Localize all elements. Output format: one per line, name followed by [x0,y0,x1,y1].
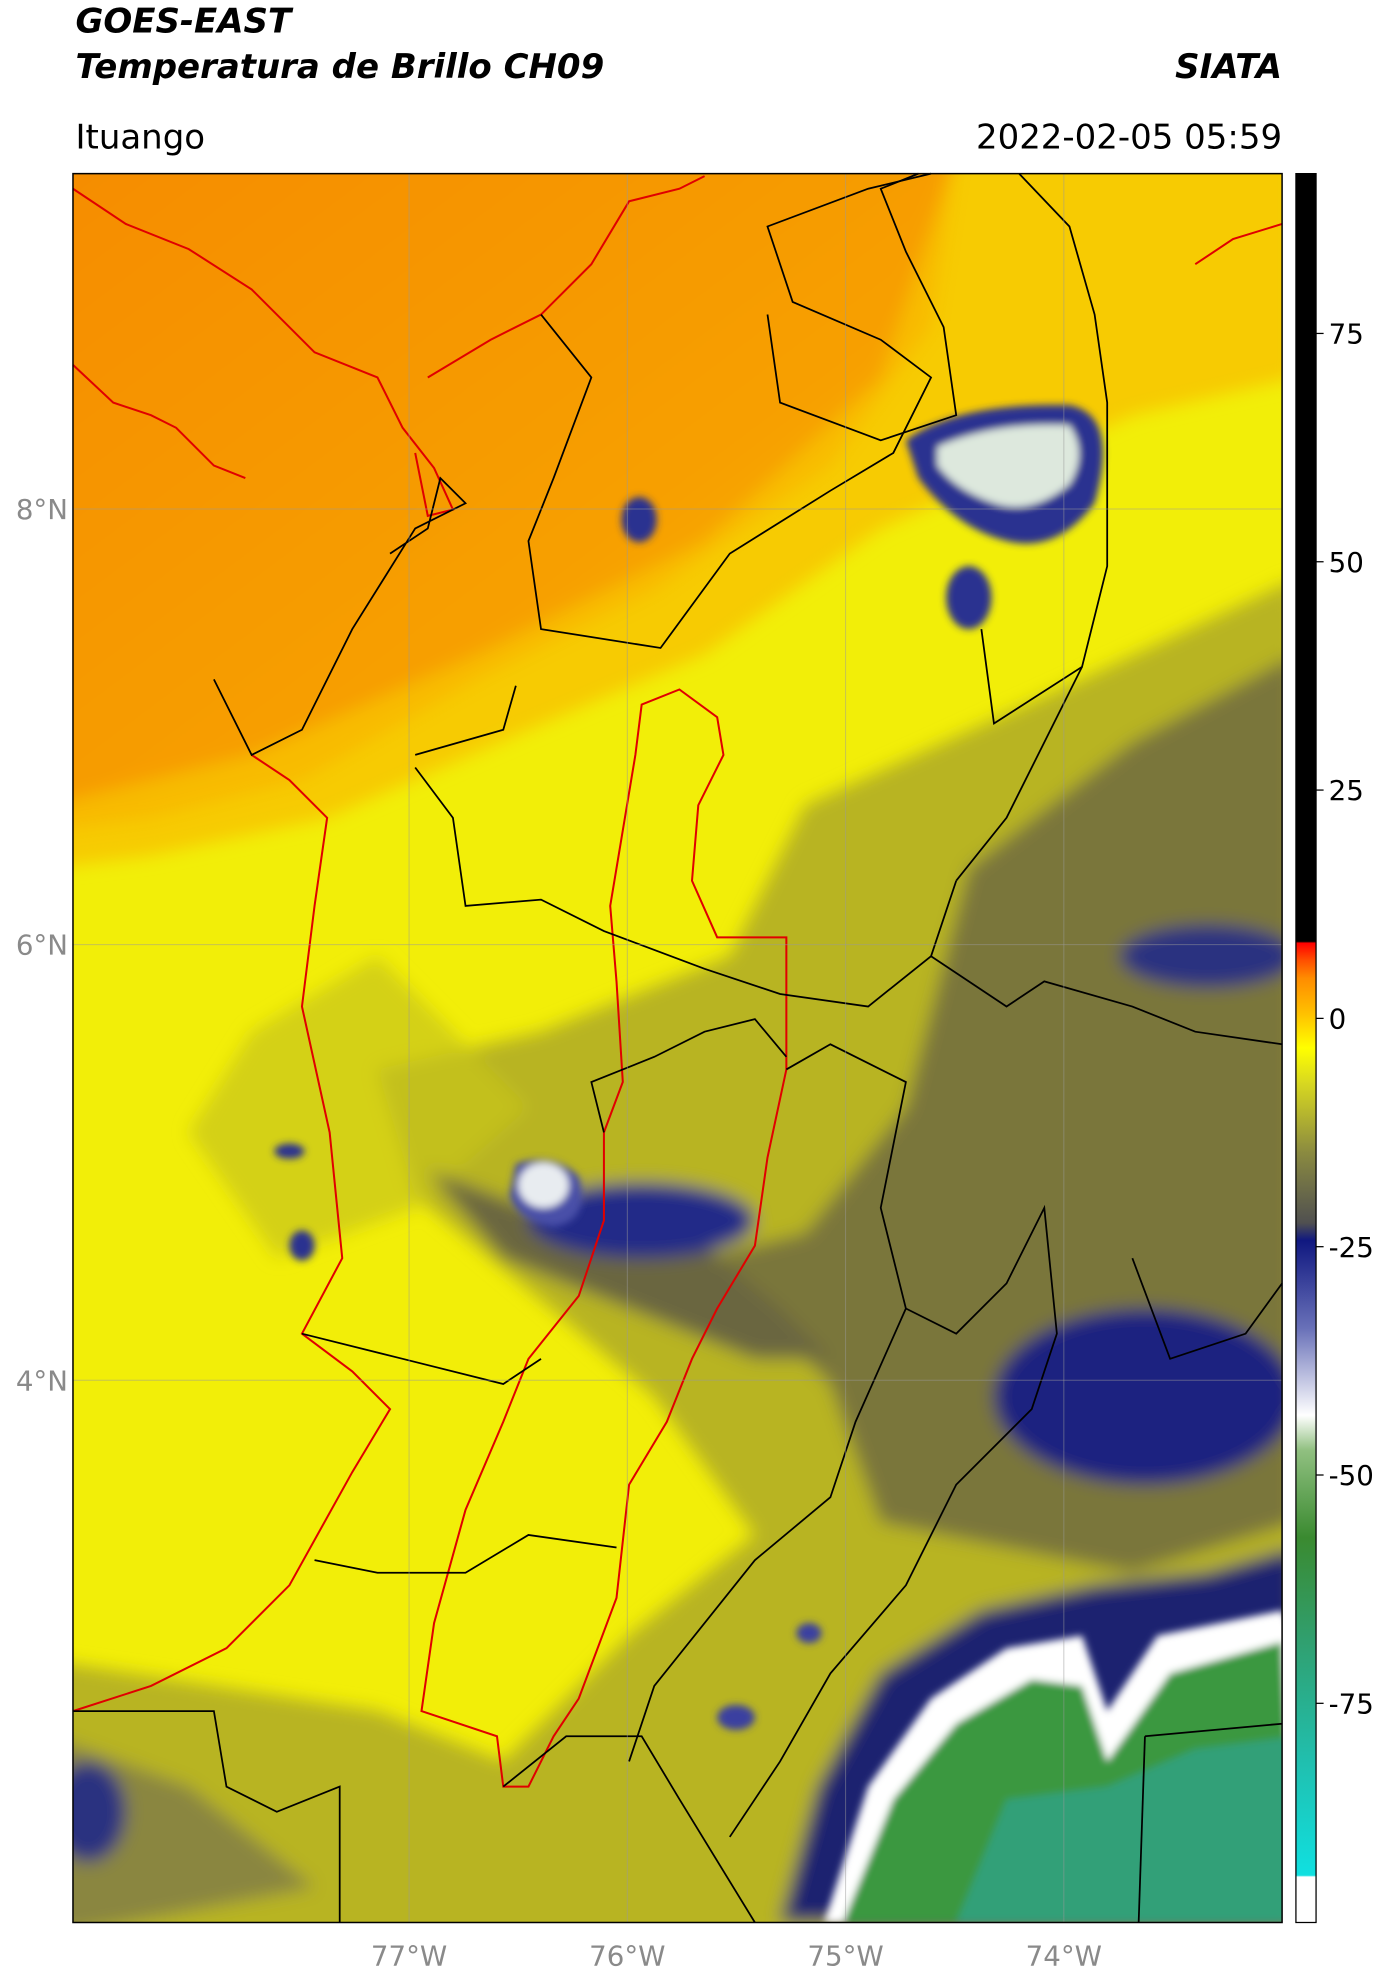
x-tick-label: 77°W [371,1939,447,1972]
grid [72,173,1283,1923]
colorbar-tick-label: -75 [1329,1687,1374,1720]
colorbar [1295,172,1317,1924]
black-boundaries [72,172,1283,1923]
colorbar-tick-label: 0 [1329,1002,1347,1035]
colorbar-tick-label: 25 [1329,774,1364,807]
y-tick-label: 8°N [16,493,68,526]
y-tick-label: 6°N [16,929,68,962]
y-tick-label: 4°N [16,1364,68,1397]
temperature-field [72,173,1283,1923]
colorbar-tick-label: 50 [1329,546,1364,579]
red-outlines [72,175,1283,1788]
datetime: 2022-02-05 05:59 [976,117,1282,157]
x-tick-label: 76°W [589,1939,665,1972]
brand: SIATA [1175,47,1282,87]
x-tick-label: 74°W [1026,1939,1102,1972]
x-tick-label: 75°W [807,1939,883,1972]
location: Ituango [75,117,205,157]
map-frame [72,172,1283,1924]
colorbar-tick-label: -25 [1329,1231,1374,1264]
title: GOES-EAST [75,2,293,42]
colorbar-tick-label: -50 [1329,1459,1374,1492]
colorbar-tick-label: 75 [1329,318,1364,351]
subtitle: Temperatura de Brillo CH09 [75,47,604,87]
